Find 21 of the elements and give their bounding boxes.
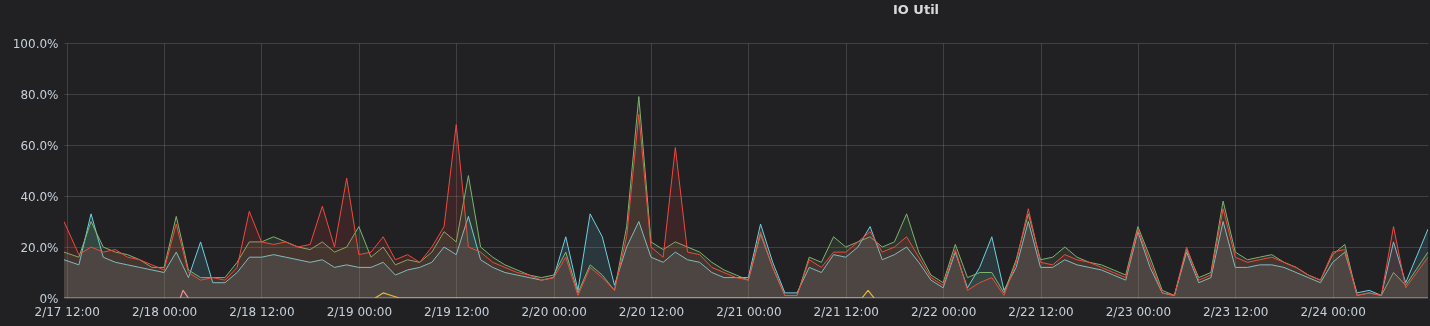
x-tick-label: 2/23 00:00 <box>1105 304 1172 319</box>
chart-title: IO Util <box>892 2 940 17</box>
x-tick-label: 2/22 00:00 <box>910 304 977 319</box>
x-tick-label: 2/18 00:00 <box>131 304 198 319</box>
x-tick-label: 2/17 12:00 <box>34 304 100 319</box>
x-tick-label: 2/20 12:00 <box>618 304 685 319</box>
x-tick-label: 2/21 12:00 <box>813 304 879 319</box>
y-tick-label: 100.0% <box>12 36 59 51</box>
x-tick-label: 2/23 12:00 <box>1203 304 1269 319</box>
y-tick-label: 40.0% <box>20 189 59 204</box>
x-tick-label: 2/22 12:00 <box>1008 304 1074 319</box>
y-tick-label: 0% <box>39 291 59 306</box>
x-tick-label: 2/19 00:00 <box>326 304 393 319</box>
x-tick-label: 2/24 00:00 <box>1300 304 1366 319</box>
y-tick-label: 20.0% <box>20 240 59 255</box>
x-tick-label: 2/20 00:00 <box>521 304 587 319</box>
x-tick-label: 2/21 00:00 <box>716 304 782 319</box>
y-tick-label: 80.0% <box>20 87 59 102</box>
x-tick-label: 2/19 12:00 <box>424 304 490 319</box>
x-tick-label: 2/18 12:00 <box>229 304 295 319</box>
y-tick-label: 60.0% <box>20 138 59 153</box>
